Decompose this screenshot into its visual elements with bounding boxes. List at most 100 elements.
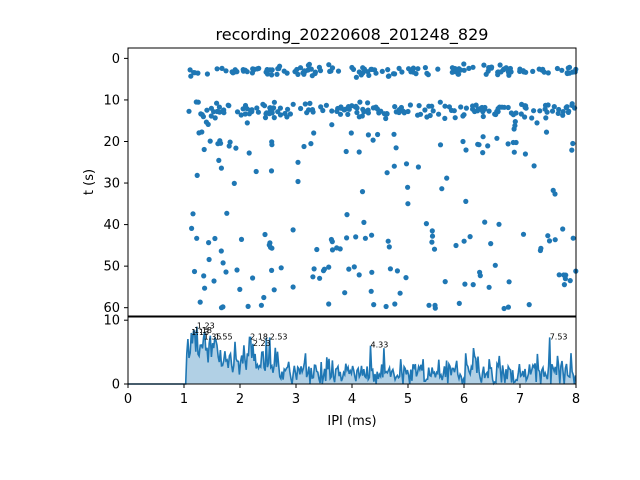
raster-point (552, 237, 558, 243)
raster-point (463, 198, 469, 204)
raster-point (452, 115, 458, 121)
raster-point (480, 134, 486, 140)
histogram-frame (127, 316, 577, 385)
raster-point (542, 106, 548, 112)
raster-y-axis-label: t (s) (82, 169, 97, 195)
raster-point (545, 233, 551, 239)
raster-point (290, 227, 296, 233)
raster-point (207, 138, 213, 144)
raster-point (261, 103, 268, 109)
raster-point (226, 143, 232, 149)
raster-point (311, 266, 317, 272)
raster-point (249, 70, 255, 76)
raster-point (205, 121, 211, 127)
raster-point (262, 231, 268, 238)
raster-point (298, 105, 304, 112)
raster-point (453, 242, 459, 249)
raster-point (422, 107, 428, 113)
raster-point (334, 245, 340, 251)
raster-point (357, 99, 363, 105)
raster-point (244, 69, 250, 75)
raster-point (549, 108, 556, 114)
raster-point (204, 71, 210, 77)
raster-point (554, 65, 561, 72)
histogram-x-tick-label: 8 (572, 392, 580, 407)
histogram-x-tick-label: 2 (236, 392, 244, 407)
raster-y-tick-label: 30 (103, 177, 120, 192)
raster-point (435, 66, 441, 72)
raster-point (369, 269, 375, 275)
raster-point (493, 111, 499, 118)
raster-point (456, 71, 462, 77)
raster-point (216, 157, 222, 163)
raster-point (187, 67, 193, 73)
raster-point (534, 120, 540, 126)
raster-point (387, 266, 393, 272)
raster-point (385, 67, 391, 73)
raster-point (449, 65, 455, 71)
raster-point (220, 260, 226, 266)
raster-point (540, 66, 546, 72)
raster-point (497, 62, 503, 68)
raster-point (226, 103, 232, 109)
raster-point (462, 281, 468, 287)
raster-point (221, 110, 227, 116)
raster-point (556, 272, 562, 278)
raster-point (366, 72, 372, 78)
raster-point (230, 70, 236, 76)
raster-y-tick-label: 20 (103, 135, 120, 150)
raster-point (477, 269, 483, 275)
raster-point (348, 130, 354, 136)
raster-point (392, 301, 398, 307)
raster-point (383, 303, 389, 310)
raster-point (458, 104, 464, 110)
raster-y-tick-label: 0 (112, 52, 120, 67)
raster-point (218, 248, 224, 254)
raster-point (337, 111, 344, 117)
raster-point (335, 68, 342, 74)
raster-point (250, 66, 256, 72)
histogram-x-tick-label: 0 (124, 392, 132, 407)
histogram-x-axis-label: IPI (ms) (327, 414, 376, 429)
histogram-x-tick-label: 3 (292, 392, 300, 407)
raster-point (570, 140, 576, 147)
raster-y-ticks: 0 10 20 30 40 50 60 (103, 52, 128, 316)
raster-point (238, 112, 244, 118)
raster-point (460, 138, 466, 145)
raster-point (353, 74, 359, 80)
raster-point (227, 139, 233, 145)
raster-point (381, 111, 387, 117)
raster-point (237, 286, 243, 292)
raster-point (397, 290, 403, 296)
raster-point (522, 114, 528, 120)
raster-point (386, 244, 392, 250)
raster-point (546, 238, 553, 244)
raster-point (245, 303, 251, 309)
raster-point (253, 168, 259, 175)
raster-point (467, 234, 473, 240)
raster-point (269, 108, 275, 114)
raster-point (223, 269, 229, 275)
raster-point (353, 234, 359, 240)
raster-point (268, 168, 275, 174)
histogram-peak-label: 4.33 (371, 341, 389, 350)
raster-point (282, 110, 288, 117)
raster-point (365, 100, 371, 106)
raster-point (295, 178, 301, 185)
raster-frame (127, 47, 577, 317)
raster-point (262, 115, 269, 121)
raster-point (295, 159, 301, 165)
raster-point (350, 66, 357, 72)
raster-point (531, 163, 537, 169)
raster-point (220, 304, 226, 310)
histogram-peak-labels: 1.131.181.231.351.55 2.182.232.53 4.33 7.53 (191, 322, 567, 350)
raster-point (343, 148, 349, 155)
raster-point (224, 210, 230, 216)
raster-point (234, 267, 240, 273)
raster-point (361, 66, 367, 72)
raster-point (277, 105, 283, 111)
raster-point (301, 143, 307, 150)
raster-point (538, 245, 544, 251)
raster-point (466, 65, 472, 71)
raster-point (312, 70, 318, 77)
